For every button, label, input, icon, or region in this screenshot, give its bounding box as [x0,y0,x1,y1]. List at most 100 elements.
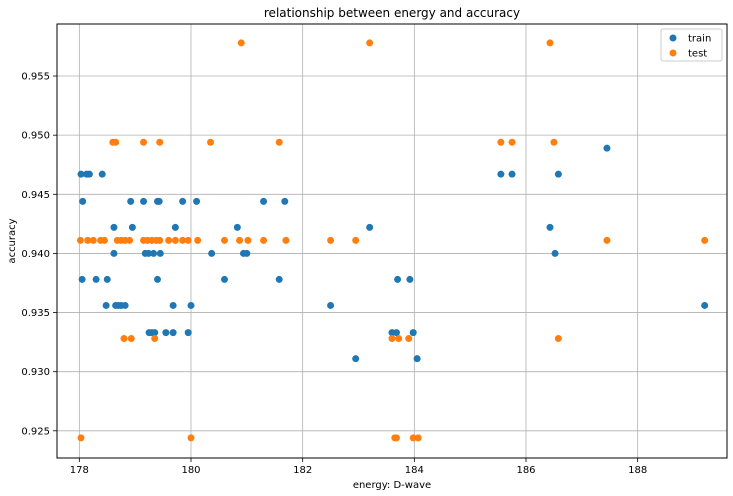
axes-frame [56,23,728,459]
test-point [546,39,554,47]
test-point [352,236,360,244]
y-tick-label: 0.930 [21,367,50,378]
train-point [392,329,400,337]
test-point [508,138,516,146]
y-axis-ticks: 0.925 0.930 0.935 0.940 0.945 0.950 0.955 [21,72,57,437]
train-point [409,329,417,337]
test-point [84,236,92,244]
test-point [366,39,374,47]
grid [57,24,727,458]
test-point [127,335,135,343]
test-point [701,236,709,244]
train-point [121,301,129,309]
x-tick-label: 182 [293,465,312,476]
test-point [550,138,558,146]
x-tick-label: 180 [181,465,200,476]
train-point [145,249,153,257]
test-point [165,236,173,244]
y-tick-label: 0.945 [21,190,50,201]
x-tick-label: 178 [70,465,89,476]
legend-marker-test [669,49,677,57]
y-tick-label: 0.955 [21,72,50,83]
train-point [233,223,241,231]
test-point [275,138,283,146]
legend-marker-train [669,34,677,42]
train-point [171,223,179,231]
y-tick-label: 0.925 [21,426,50,437]
test-point [497,138,505,146]
train-point [102,301,110,309]
train-point [169,329,177,337]
train-point [603,144,611,152]
test-point [327,236,335,244]
test-point [100,236,108,244]
legend-label-test: test [688,49,707,60]
train-point [155,197,163,205]
test-point [140,138,148,146]
test-point [112,138,120,146]
test-point [414,434,422,442]
test-point [603,236,611,244]
train-point [110,223,118,231]
y-tick-label: 0.935 [21,308,50,319]
legend: train test [660,28,723,62]
test-point [260,236,268,244]
test-point [151,335,159,343]
test-point [126,236,134,244]
test-point [156,138,164,146]
train-point [184,329,192,337]
test-point [282,236,290,244]
train-point [150,249,158,257]
train-point [193,197,201,205]
train-point [208,249,216,257]
train-point [406,275,414,283]
test-point [76,236,84,244]
train-point [79,197,87,205]
train-point [151,329,159,337]
y-tick-label: 0.950 [21,131,50,142]
data-points [76,39,709,442]
x-axis-ticks: 178 180 182 184 186 188 [70,458,647,476]
train-point [546,223,554,231]
train-point [92,275,100,283]
test-point [194,236,202,244]
test-point [388,335,396,343]
x-tick-label: 186 [516,465,535,476]
train-point [98,170,106,178]
train-point [281,197,289,205]
test-point [171,236,179,244]
train-point [413,355,421,363]
test-point [392,434,400,442]
series-test [76,39,709,442]
train-point [77,170,85,178]
test-point [395,335,403,343]
train-point [169,301,177,309]
test-point [77,434,85,442]
test-point [237,39,245,47]
x-tick-label: 184 [405,465,424,476]
train-point [85,170,93,178]
legend-label-train: train [688,34,711,45]
train-point [554,170,562,178]
train-point [260,197,268,205]
test-point [184,236,192,244]
train-point [327,301,335,309]
y-axis-label: accuracy [7,218,18,263]
chart-title: relationship between energy and accuracy [264,6,520,20]
test-point [156,236,164,244]
x-tick-label: 188 [628,465,647,476]
x-axis-label: energy: D-wave [353,480,431,491]
test-point [89,236,97,244]
train-point [110,249,118,257]
test-point [236,236,244,244]
test-point [207,138,215,146]
y-tick-label: 0.940 [21,249,50,260]
test-point [244,236,252,244]
test-point [120,335,128,343]
train-point [128,223,136,231]
train-point [187,301,195,309]
test-point [179,236,187,244]
train-point [103,275,111,283]
